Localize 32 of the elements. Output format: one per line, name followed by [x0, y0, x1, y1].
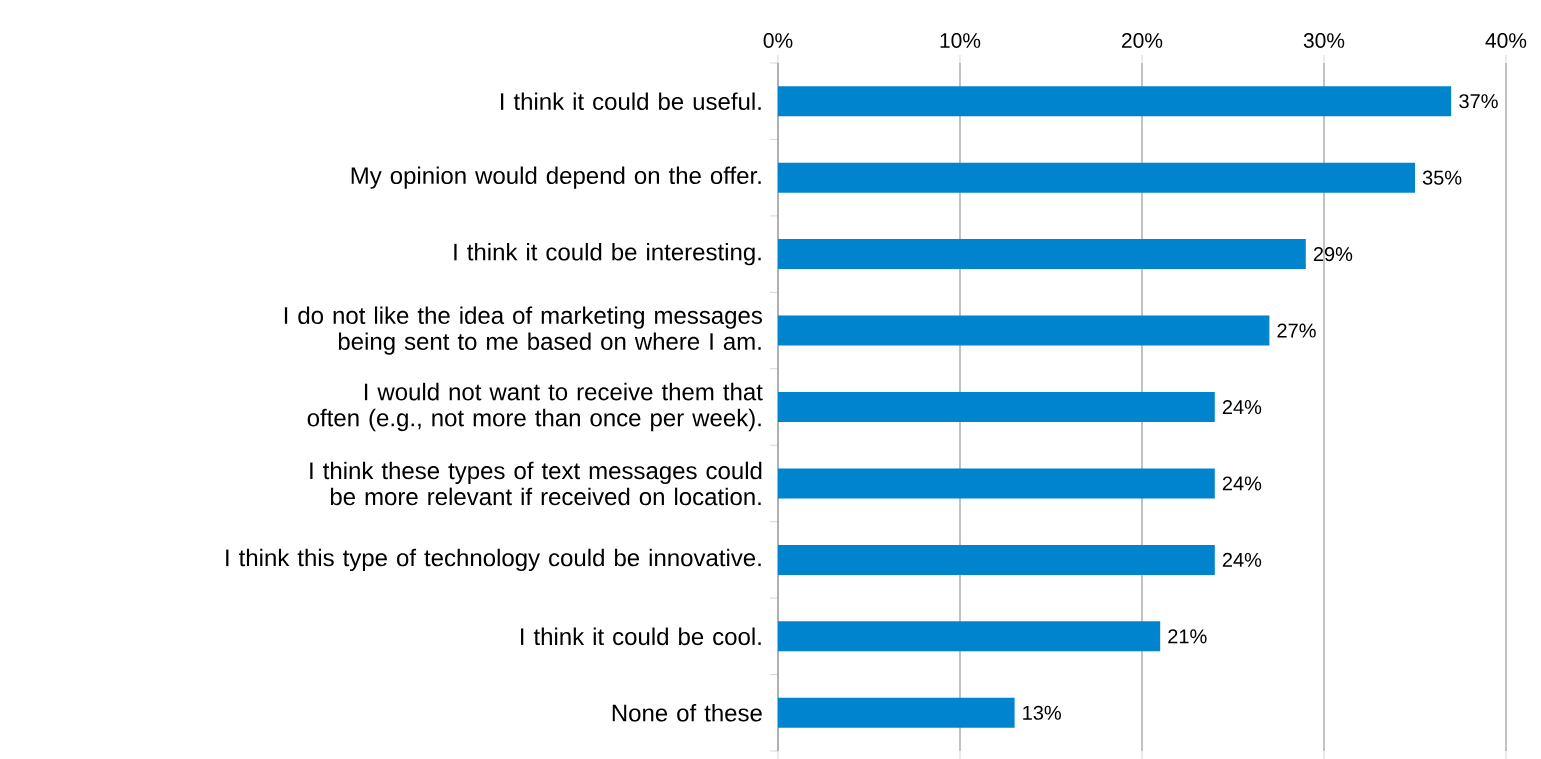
y-tick-label: I do not like the idea of marketing messages being sent to me based on where I am. [284, 306, 762, 355]
bar [778, 468, 1215, 499]
bar [778, 86, 1452, 117]
bar [778, 621, 1161, 652]
data-label: 37% [1459, 94, 1498, 109]
y-tick-label: I think it could be interesting. [454, 242, 761, 266]
x-tick-label: 30% [1303, 32, 1345, 48]
x-tick-label: 0% [763, 32, 793, 48]
bar [778, 162, 1415, 193]
y-tick-label: My opinion would depend on the offer. [351, 166, 761, 189]
x-tick-label: 40% [1485, 32, 1527, 48]
data-label: 21% [1168, 629, 1207, 644]
x-tick-label: 20% [1122, 32, 1163, 48]
y-tick-label: I think it could be cool. [521, 627, 761, 646]
bar [778, 697, 1015, 728]
data-label: 27% [1277, 323, 1316, 338]
bar [778, 391, 1215, 422]
bar [778, 315, 1270, 346]
bar [778, 544, 1215, 575]
x-tick-label: 10% [940, 32, 981, 48]
data-label: 24% [1222, 399, 1262, 414]
y-tick-label: I think it could be useful. [501, 92, 761, 110]
y-tick-label: I would not want to receive them that often (e.g., not more than once per week). [307, 382, 763, 432]
y-tick-label: None of these [612, 703, 762, 722]
y-tick-label: I think these types of text messages could be more relevant if received on location. [310, 461, 762, 506]
data-label: 35% [1422, 170, 1462, 185]
data-label: 24% [1222, 476, 1262, 491]
data-label: 24% [1222, 552, 1262, 567]
data-label: 13% [1023, 705, 1061, 720]
y-tick-label: I think this type of technology could be innovative. [226, 548, 761, 571]
data-label: 29% [1313, 246, 1353, 262]
bar [778, 239, 1306, 270]
